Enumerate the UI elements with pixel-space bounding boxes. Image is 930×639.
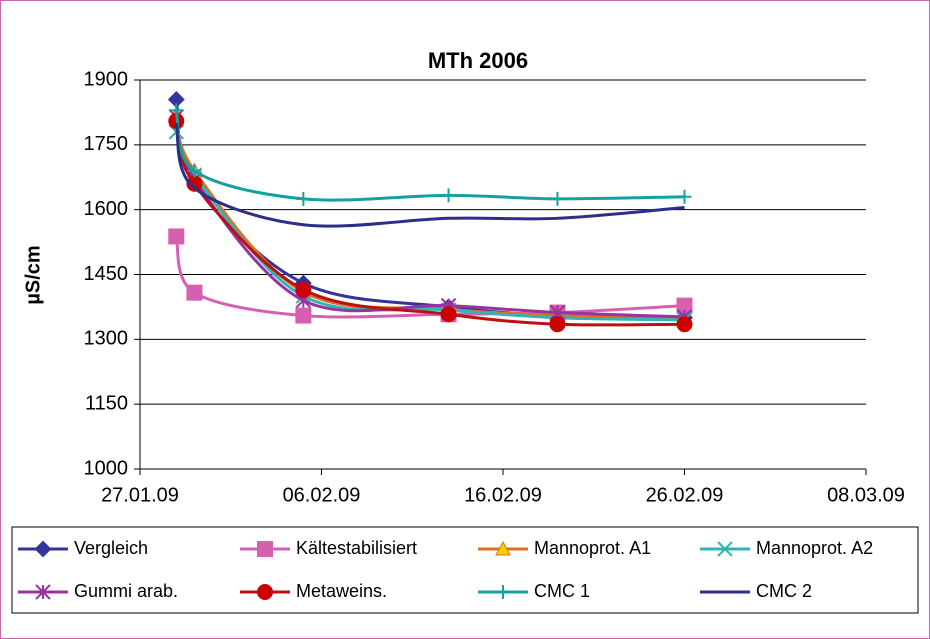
x-tick-label: 27.01.09 [101,484,179,506]
y-tick-label: 1450 [84,263,129,285]
legend-marker [495,540,511,556]
marker [550,191,565,206]
legend-label: Kältestabilisiert [296,538,417,558]
x-tick-label: 16.02.09 [464,484,542,506]
legend-label: Mannoprot. A1 [534,538,651,558]
marker [441,188,456,203]
marker [440,306,457,323]
x-tick-label: 26.02.09 [646,484,724,506]
legend-marker [34,540,52,558]
x-tick-label: 06.02.09 [283,484,361,506]
marker [676,316,693,333]
y-tick-label: 1000 [84,457,129,479]
series-line [174,122,685,228]
marker [296,191,311,206]
legend-label: Vergleich [74,538,148,558]
legend-label: CMC 2 [756,581,812,601]
legend-marker [717,541,733,557]
marker [187,163,202,178]
y-tick-label: 1600 [84,198,129,220]
marker [168,228,185,245]
legend-marker [257,541,273,557]
legend-box [11,526,919,614]
marker [295,281,312,298]
marker [677,189,692,204]
legend-label: Metaweins. [296,581,387,601]
legend-marker [257,584,273,600]
legend-marker [35,584,51,600]
legend-label: Gummi arab. [74,581,178,601]
x-tick-label: 08.03.09 [827,484,905,506]
legend-label: CMC 1 [534,581,590,601]
chart-title: MTh 2006 [428,48,528,73]
y-tick-label: 1900 [84,68,129,90]
y-tick-label: 1300 [84,328,129,350]
marker [186,284,203,301]
marker [169,103,184,118]
marker [295,307,312,324]
legend-marker [496,585,510,599]
y-tick-label: 1150 [85,392,128,414]
marker [549,316,566,333]
y-axis-label: µS/cm [22,245,44,304]
legend-label: Mannoprot. A2 [756,538,873,558]
y-tick-label: 1750 [84,133,129,155]
